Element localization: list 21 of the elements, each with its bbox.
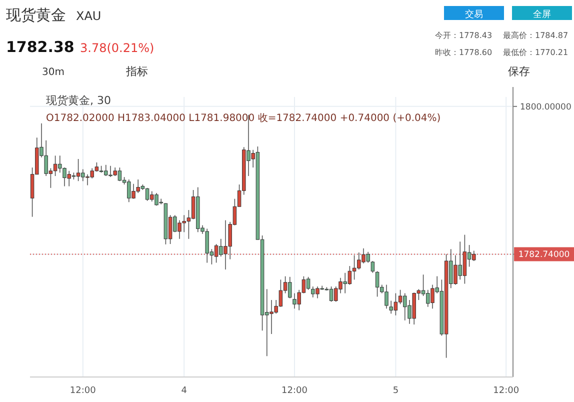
annotation: 3.78(0.21%): [80, 41, 154, 55]
x-tick-label: 12:00: [493, 386, 520, 396]
title: 现货黄金: [6, 6, 66, 24]
annotation: 保存: [508, 65, 530, 78]
annotation: 1782.38: [6, 38, 74, 56]
y-tick-label: 1800.00000: [520, 102, 572, 112]
annotation: 指标: [126, 65, 148, 78]
x-tick-label: 5: [392, 386, 399, 396]
y-tick-label: 1782.74000: [518, 250, 570, 260]
subtitle: XAU: [76, 9, 102, 23]
annotation: 全屏: [533, 10, 551, 20]
annotation: 最高价：1784.87: [503, 31, 568, 40]
annotation: 30m: [42, 67, 64, 78]
annotation: 最低价：1770.21: [503, 48, 568, 57]
x-tick-label: 12:00: [70, 386, 96, 396]
x-tick-label: 4: [181, 386, 188, 396]
annotation: 现货黄金, 30: [46, 94, 111, 107]
annotation: 今开：1778.43: [435, 31, 492, 40]
annotation: 昨收：1778.60: [435, 48, 492, 57]
x-tick-label: 12:00: [282, 386, 308, 396]
annotation: 交易: [465, 10, 483, 20]
